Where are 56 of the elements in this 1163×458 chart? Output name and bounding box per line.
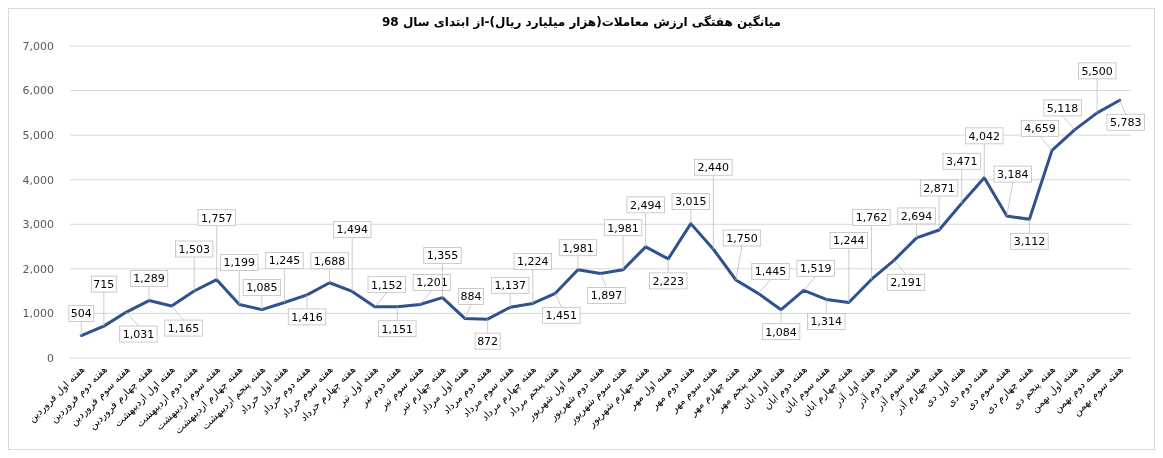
data-label: 1,981 <box>562 241 594 255</box>
data-label: 1,165 <box>167 321 200 335</box>
data-label: 1,750 <box>726 231 758 245</box>
data-label: 1,503 <box>178 242 210 256</box>
data-label: 1,355 <box>426 249 459 263</box>
y-tick-label: 3,000 <box>22 218 54 232</box>
data-label: 715 <box>93 277 115 291</box>
data-label: 3,184 <box>997 167 1029 181</box>
data-label: 1,445 <box>754 265 787 279</box>
data-label: 504 <box>70 307 92 321</box>
data-label: 3,471 <box>945 155 978 169</box>
y-tick-label: 4,000 <box>22 173 54 187</box>
data-label: 2,871 <box>923 181 955 195</box>
data-label: 1,224 <box>517 255 549 269</box>
data-label: 1,519 <box>799 262 832 276</box>
data-label: 4,659 <box>1024 122 1056 136</box>
data-label: 1,244 <box>833 234 865 248</box>
data-label: 4,042 <box>968 129 1001 143</box>
data-label: 2,440 <box>697 161 730 175</box>
data-label: 5,500 <box>1081 64 1113 78</box>
data-label: 1,451 <box>545 309 578 323</box>
data-label: 2,223 <box>652 274 684 288</box>
y-tick-label: 0 <box>47 351 54 365</box>
data-label: 1,245 <box>268 254 301 268</box>
y-tick-label: 2,000 <box>22 262 54 276</box>
chart-title: میانگین هفتگی ارزش معاملات(هزار میلیارد ریال)-از ابتدای سال 98 <box>382 15 781 29</box>
data-label: 5,118 <box>1046 101 1079 115</box>
data-label: 1,762 <box>855 211 888 225</box>
data-label: 1,199 <box>223 256 256 270</box>
data-label: 1,031 <box>122 327 155 341</box>
data-label: 1,981 <box>607 221 639 235</box>
data-label: 2,694 <box>900 209 933 223</box>
data-label: 1,416 <box>291 310 323 324</box>
data-label: 1,152 <box>371 278 403 292</box>
data-label: 1,494 <box>336 223 368 237</box>
data-label: 1,688 <box>313 254 346 268</box>
y-tick-label: 1,000 <box>22 307 54 321</box>
data-label: 1,289 <box>133 272 165 286</box>
data-label: 1,757 <box>200 211 233 225</box>
y-tick-label: 5,000 <box>22 128 54 142</box>
data-label: 1,085 <box>246 281 278 295</box>
data-label: 1,897 <box>590 289 623 303</box>
data-label: 884 <box>460 290 482 304</box>
data-label: 3,015 <box>675 195 707 209</box>
data-label: 5,783 <box>1109 116 1142 130</box>
data-label: 872 <box>477 334 499 348</box>
data-label: 3,112 <box>1013 235 1046 249</box>
y-tick-label: 6,000 <box>22 84 54 98</box>
data-label: 2,191 <box>890 276 922 290</box>
data-label: 2,494 <box>629 198 662 212</box>
y-tick-label: 7,000 <box>22 39 54 53</box>
data-label: 1,201 <box>416 276 448 290</box>
data-label: 1,151 <box>381 322 414 336</box>
data-label: 1,137 <box>494 279 526 293</box>
data-label: 1,084 <box>765 325 797 339</box>
data-label: 1,314 <box>810 315 842 329</box>
